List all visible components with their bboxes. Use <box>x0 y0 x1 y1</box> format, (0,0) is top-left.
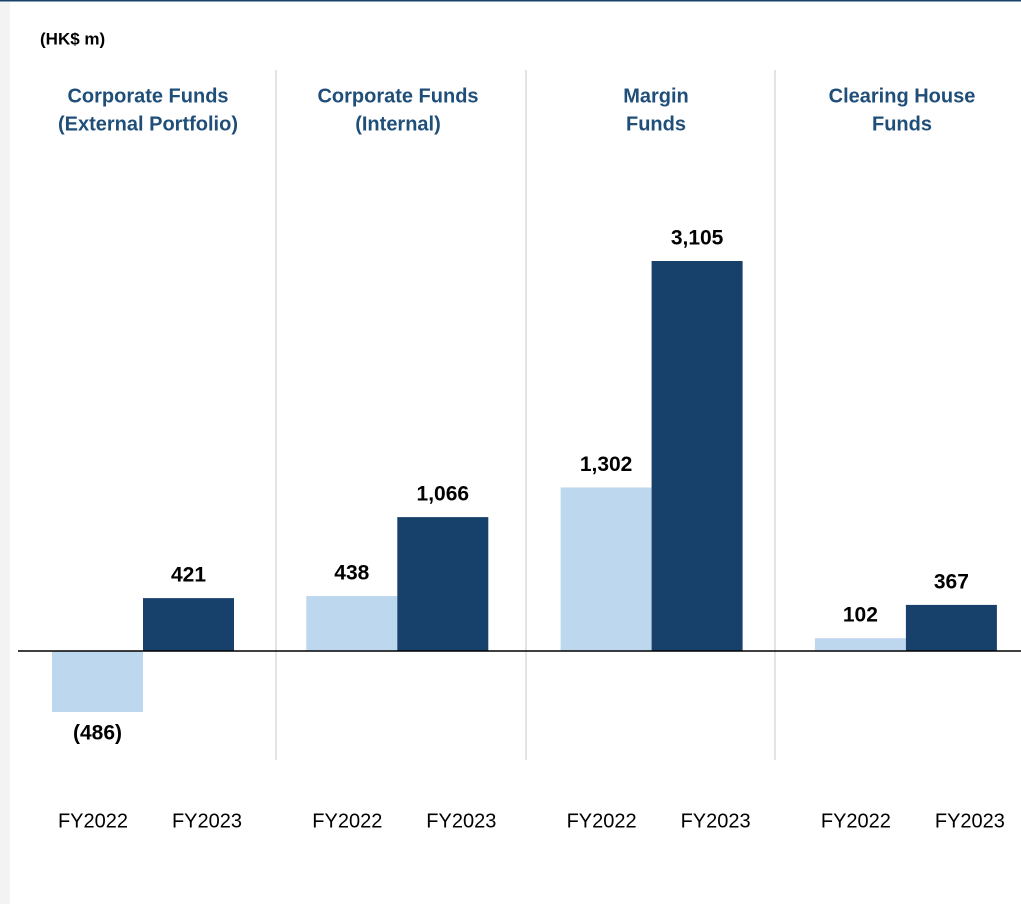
panel-title: Clearing House <box>829 85 976 107</box>
category-label: FY2022 <box>58 810 128 832</box>
bar <box>651 261 743 651</box>
value-label: 367 <box>934 570 969 593</box>
value-label: 3,105 <box>671 227 724 250</box>
category-label: FY2023 <box>172 810 242 832</box>
bar <box>814 638 906 651</box>
bar <box>397 517 489 651</box>
value-label: 1,302 <box>580 453 633 476</box>
category-label: FY2022 <box>821 810 891 832</box>
bar <box>306 595 398 651</box>
panel-title: Margin <box>623 85 689 107</box>
category-label: FY2023 <box>426 810 496 832</box>
value-label: 438 <box>334 562 369 585</box>
panel-title: Funds <box>626 113 686 135</box>
panel-title: Corporate Funds <box>317 85 478 107</box>
panel-title: (External Portfolio) <box>58 113 238 135</box>
value-label: 421 <box>171 564 206 587</box>
bar <box>143 598 234 651</box>
panel-title: Corporate Funds <box>67 85 228 107</box>
bar <box>905 604 997 651</box>
category-label: FY2022 <box>567 810 637 832</box>
unit-label: (HK$ m) <box>40 29 105 48</box>
category-label: FY2023 <box>681 810 751 832</box>
panel-title: (Internal) <box>355 113 441 135</box>
panel-title: Funds <box>872 113 932 135</box>
category-label: FY2023 <box>935 810 1005 832</box>
bar <box>560 487 652 651</box>
value-label: (486) <box>73 722 122 745</box>
left-strip <box>0 0 10 904</box>
category-label: FY2022 <box>312 810 382 832</box>
value-label: 1,066 <box>417 483 470 506</box>
bar <box>52 651 143 713</box>
value-label: 102 <box>843 604 878 627</box>
